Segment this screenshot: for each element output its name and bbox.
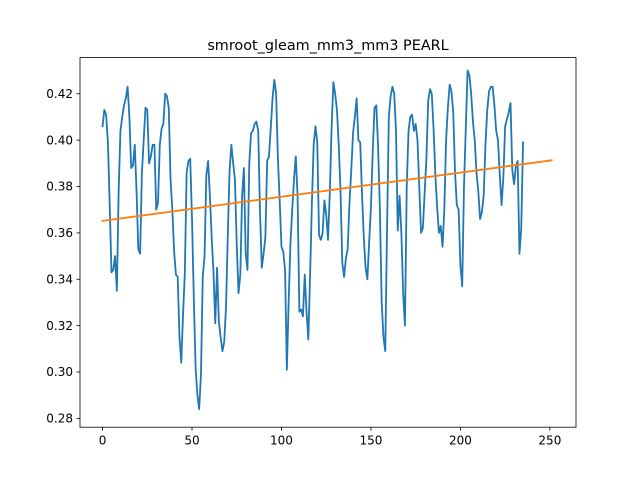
trend-line bbox=[101, 159, 553, 222]
x-tick-label: 100 bbox=[270, 434, 293, 448]
y-tick-label: 0.32 bbox=[46, 319, 73, 333]
y-tick-label: 0.28 bbox=[46, 412, 73, 426]
x-tick-label: 0 bbox=[99, 434, 107, 448]
x-tick-label: 250 bbox=[538, 434, 561, 448]
data-series-line bbox=[101, 69, 524, 411]
y-tick-label: 0.34 bbox=[46, 272, 73, 286]
y-axis: 0.28 0.30 0.32 0.34 0.36 0.38 0.40 0.42 bbox=[46, 87, 80, 426]
y-tick-label: 0.38 bbox=[46, 180, 73, 194]
plot-area-frame bbox=[79, 57, 577, 428]
x-axis: 0 50 100 150 200 250 bbox=[99, 427, 561, 448]
x-tick-label: 50 bbox=[184, 434, 199, 448]
y-tick-label: 0.36 bbox=[46, 226, 73, 240]
x-tick-label: 150 bbox=[359, 434, 382, 448]
y-tick-label: 0.40 bbox=[46, 133, 73, 147]
x-tick-label: 200 bbox=[449, 434, 472, 448]
y-tick-label: 0.30 bbox=[46, 365, 73, 379]
series-layer bbox=[101, 69, 553, 411]
chart-title: smroot_gleam_mm3_mm3 PEARL bbox=[207, 38, 448, 54]
y-tick-label: 0.42 bbox=[46, 87, 73, 101]
